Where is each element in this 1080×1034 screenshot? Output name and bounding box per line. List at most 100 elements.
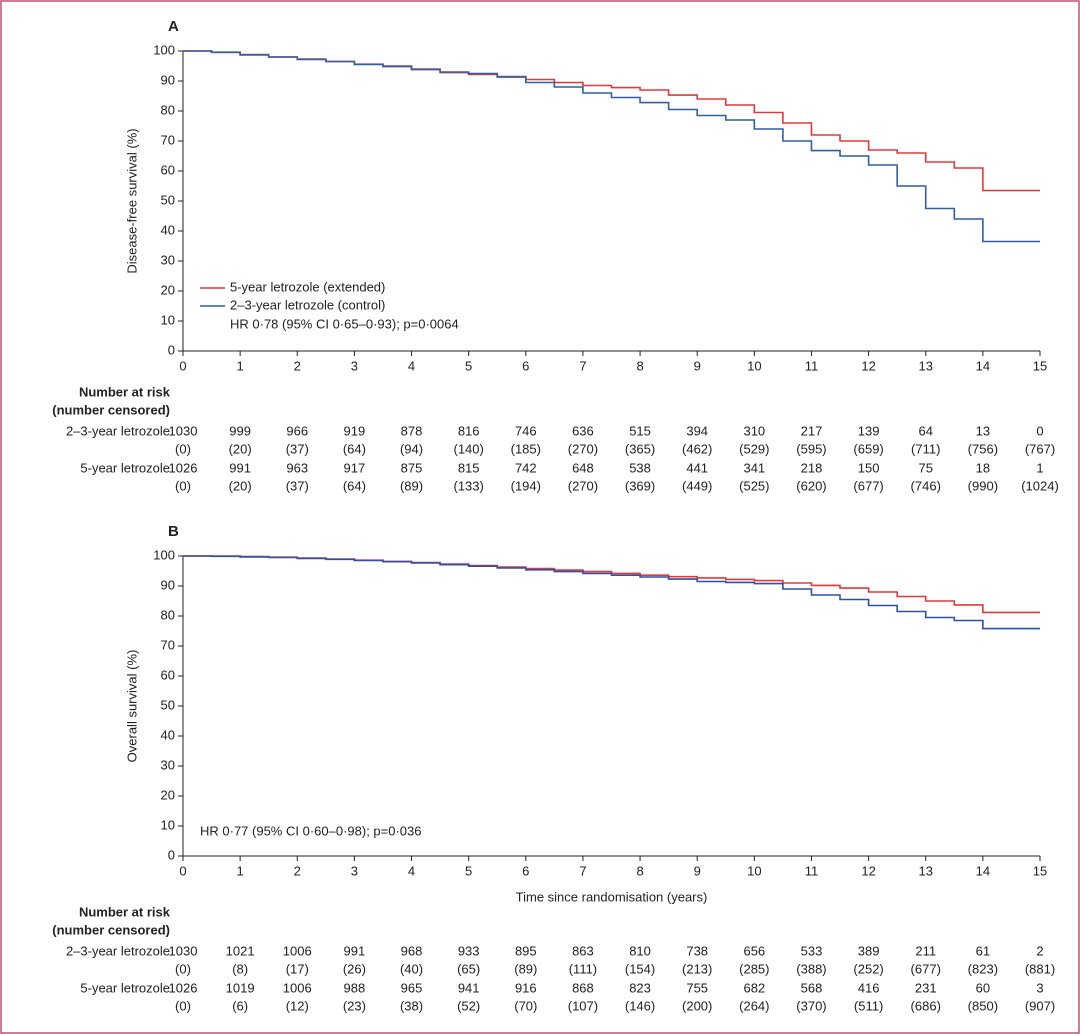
at-risk-value: 895 bbox=[515, 943, 537, 958]
at-risk-value: 823 bbox=[629, 980, 651, 995]
risk-table-title: Number at risk bbox=[79, 904, 171, 919]
at-risk-value: 941 bbox=[458, 980, 480, 995]
at-risk-value: 0 bbox=[1036, 423, 1043, 438]
risk-table-subtitle: (number censored) bbox=[52, 922, 170, 937]
y-tick-label: 0 bbox=[168, 847, 175, 862]
censored-value: (850) bbox=[968, 998, 998, 1013]
at-risk-value: 966 bbox=[286, 423, 308, 438]
censored-value: (6) bbox=[232, 998, 248, 1013]
censored-value: (89) bbox=[400, 478, 423, 493]
x-tick-label: 1 bbox=[237, 358, 244, 373]
y-tick-label: 20 bbox=[161, 282, 175, 297]
risk-row-label: 5-year letrozole bbox=[80, 980, 170, 995]
censored-value: (511) bbox=[854, 998, 883, 1013]
at-risk-value: 755 bbox=[686, 980, 708, 995]
censored-value: (52) bbox=[457, 998, 480, 1013]
x-tick-label: 6 bbox=[522, 863, 529, 878]
at-risk-value: 218 bbox=[801, 460, 823, 475]
at-risk-value: 999 bbox=[229, 423, 251, 438]
panel-label: B bbox=[168, 523, 179, 540]
y-axis-title: Overall survival (%) bbox=[124, 650, 139, 763]
at-risk-value: 441 bbox=[686, 460, 708, 475]
at-risk-value: 3 bbox=[1036, 980, 1043, 995]
censored-value: (12) bbox=[286, 998, 309, 1013]
x-tick-label: 13 bbox=[918, 358, 932, 373]
x-tick-label: 11 bbox=[805, 358, 819, 373]
at-risk-value: 1006 bbox=[283, 943, 312, 958]
censored-value: (194) bbox=[511, 478, 541, 493]
x-tick-label: 7 bbox=[579, 358, 586, 373]
censored-value: (111) bbox=[569, 961, 597, 976]
censored-value: (388) bbox=[796, 961, 826, 976]
x-tick-label: 14 bbox=[976, 358, 990, 373]
x-tick-label: 14 bbox=[976, 863, 990, 878]
y-tick-label: 80 bbox=[161, 607, 175, 622]
risk-row-label: 2–3-year letrozole bbox=[66, 423, 170, 438]
survival-curve bbox=[183, 555, 1040, 614]
censored-value: (20) bbox=[229, 441, 252, 456]
at-risk-value: 991 bbox=[344, 943, 366, 958]
at-risk-value: 1030 bbox=[169, 943, 198, 958]
at-risk-value: 746 bbox=[515, 423, 537, 438]
x-tick-label: 1 bbox=[237, 863, 244, 878]
y-tick-label: 80 bbox=[161, 102, 175, 117]
y-tick-label: 90 bbox=[161, 577, 175, 592]
at-risk-value: 1 bbox=[1036, 460, 1043, 475]
x-tick-label: 8 bbox=[636, 358, 643, 373]
x-tick-label: 2 bbox=[294, 863, 301, 878]
risk-row-label: 2–3-year letrozole bbox=[66, 943, 170, 958]
at-risk-value: 1021 bbox=[226, 943, 255, 958]
censored-value: (185) bbox=[511, 441, 541, 456]
censored-value: (285) bbox=[739, 961, 769, 976]
censored-value: (449) bbox=[682, 478, 712, 493]
at-risk-value: 75 bbox=[918, 460, 932, 475]
at-risk-value: 139 bbox=[858, 423, 880, 438]
x-tick-label: 5 bbox=[465, 863, 472, 878]
censored-value: (107) bbox=[568, 998, 598, 1013]
at-risk-value: 656 bbox=[743, 943, 765, 958]
y-tick-label: 50 bbox=[161, 697, 175, 712]
x-tick-label: 10 bbox=[747, 358, 761, 373]
x-tick-label: 4 bbox=[408, 358, 415, 373]
at-risk-value: 1026 bbox=[169, 460, 198, 475]
x-tick-label: 12 bbox=[861, 358, 875, 373]
y-tick-label: 70 bbox=[161, 637, 175, 652]
censored-value: (38) bbox=[400, 998, 423, 1013]
at-risk-value: 815 bbox=[458, 460, 480, 475]
at-risk-value: 1019 bbox=[226, 980, 255, 995]
censored-value: (369) bbox=[625, 478, 655, 493]
censored-value: (0) bbox=[175, 998, 191, 1013]
at-risk-value: 963 bbox=[286, 460, 308, 475]
y-tick-label: 30 bbox=[161, 252, 175, 267]
censored-value: (37) bbox=[286, 441, 309, 456]
at-risk-value: 863 bbox=[572, 943, 594, 958]
censored-value: (40) bbox=[400, 961, 423, 976]
at-risk-value: 636 bbox=[572, 423, 594, 438]
risk-table-subtitle: (number censored) bbox=[52, 402, 170, 417]
legend-label: 5-year letrozole (extended) bbox=[230, 279, 385, 294]
risk-table-title: Number at risk bbox=[79, 384, 171, 399]
y-tick-label: 60 bbox=[161, 162, 175, 177]
censored-value: (37) bbox=[286, 478, 309, 493]
x-tick-label: 2 bbox=[294, 358, 301, 373]
censored-value: (677) bbox=[853, 478, 883, 493]
x-tick-label: 15 bbox=[1033, 863, 1047, 878]
censored-value: (365) bbox=[625, 441, 655, 456]
x-tick-label: 11 bbox=[805, 863, 819, 878]
at-risk-value: 13 bbox=[976, 423, 990, 438]
censored-value: (823) bbox=[968, 961, 998, 976]
at-risk-value: 394 bbox=[686, 423, 708, 438]
censored-value: (0) bbox=[175, 961, 191, 976]
at-risk-value: 648 bbox=[572, 460, 594, 475]
censored-value: (140) bbox=[453, 441, 483, 456]
at-risk-value: 875 bbox=[401, 460, 423, 475]
at-risk-value: 919 bbox=[344, 423, 366, 438]
at-risk-value: 1006 bbox=[283, 980, 312, 995]
censored-value: (264) bbox=[739, 998, 769, 1013]
censored-value: (525) bbox=[739, 478, 769, 493]
at-risk-value: 738 bbox=[686, 943, 708, 958]
y-tick-label: 10 bbox=[161, 312, 175, 327]
at-risk-value: 18 bbox=[976, 460, 990, 475]
